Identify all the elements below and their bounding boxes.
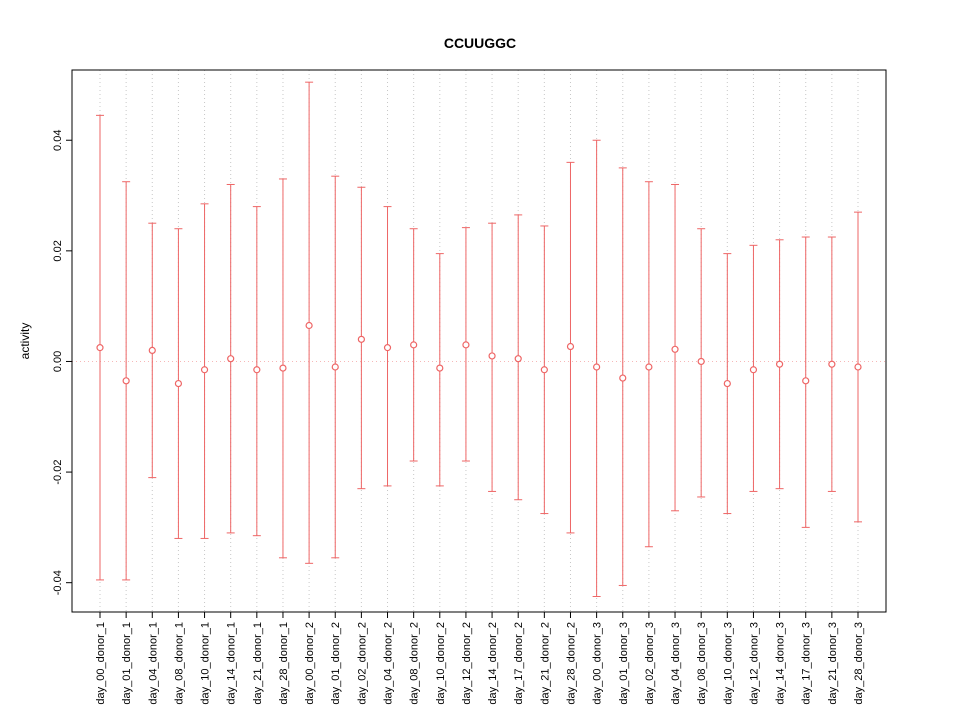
- data-point: [331, 363, 339, 371]
- x-tick-label: day_04_donor_2: [383, 622, 395, 705]
- x-tick-label: day_10_donor_2: [435, 622, 447, 705]
- x-tick-label: day_17_donor_2: [513, 622, 525, 705]
- data-point: [227, 355, 235, 363]
- data-point: [436, 364, 444, 372]
- x-tick-label: day_12_donor_3: [748, 622, 760, 705]
- x-tick-label: day_02_donor_2: [356, 622, 368, 705]
- x-tick-label: day_21_donor_2: [539, 622, 551, 705]
- y-tick-label: 0.00: [52, 351, 64, 372]
- x-tick-label: day_08_donor_3: [696, 622, 708, 705]
- y-tick-label: -0.02: [52, 460, 64, 485]
- x-tick-label: day_00_donor_3: [592, 622, 604, 705]
- x-tick-label: day_28_donor_2: [565, 622, 577, 705]
- x-tick-label: day_10_donor_3: [722, 622, 734, 705]
- x-tick-label: day_00_donor_1: [95, 622, 107, 705]
- data-point: [697, 357, 705, 366]
- x-tick-label: day_01_donor_2: [330, 622, 342, 705]
- data-point: [305, 321, 313, 330]
- x-tick-label: day_28_donor_1: [278, 622, 290, 705]
- x-tick-label: day_21_donor_1: [252, 622, 264, 705]
- data-point: [645, 363, 653, 371]
- x-tick-label: day_28_donor_3: [853, 622, 865, 705]
- data-point: [383, 344, 392, 352]
- data-point: [566, 342, 575, 351]
- data-point: [253, 366, 261, 374]
- x-tick-label: day_04_donor_3: [670, 622, 682, 705]
- y-axis-label: activity: [18, 322, 32, 360]
- x-tick-label: day_14_donor_2: [487, 622, 499, 705]
- data-point: [749, 366, 758, 374]
- data-point: [200, 366, 209, 374]
- data-point: [514, 355, 522, 363]
- x-tick-label: day_08_donor_2: [409, 622, 421, 705]
- plot-border: [71, 69, 887, 613]
- y-tick-label: 0.04: [52, 130, 64, 151]
- y-tick-label: -0.04: [52, 570, 64, 595]
- x-tick-label: day_21_donor_3: [827, 622, 839, 705]
- x-tick-label: day_04_donor_1: [147, 622, 159, 705]
- x-tick-label: day_14_donor_3: [775, 622, 787, 705]
- data-point: [828, 360, 836, 368]
- x-tick-label: day_12_donor_2: [461, 622, 473, 705]
- y-tick-label: 0.02: [52, 240, 64, 261]
- data-point: [148, 346, 156, 355]
- data-point: [619, 374, 627, 382]
- x-tick-label: day_08_donor_1: [173, 622, 185, 705]
- data-point: [854, 363, 862, 371]
- x-tick-label: day_02_donor_3: [644, 622, 656, 705]
- data-point: [671, 345, 679, 353]
- data-point: [723, 379, 731, 388]
- data-point: [174, 379, 183, 388]
- data-point: [96, 344, 104, 352]
- data-point: [593, 363, 601, 371]
- data-point: [410, 341, 418, 349]
- data-point: [775, 360, 784, 368]
- data-point: [357, 335, 365, 343]
- data-point: [462, 341, 470, 349]
- data-point: [540, 366, 548, 374]
- x-tick-label: day_01_donor_3: [618, 622, 630, 705]
- x-tick-label: day_14_donor_1: [226, 622, 238, 705]
- data-point: [279, 364, 287, 372]
- chart-title: CCUUGGC: [443, 35, 517, 51]
- x-tick-label: day_10_donor_1: [200, 622, 212, 705]
- x-tick-label: day_17_donor_3: [801, 622, 813, 705]
- data-point: [802, 377, 810, 385]
- x-tick-label: day_01_donor_1: [121, 622, 133, 705]
- data-point: [122, 377, 130, 385]
- x-tick-label: day_00_donor_2: [304, 622, 316, 705]
- data-point: [488, 352, 496, 360]
